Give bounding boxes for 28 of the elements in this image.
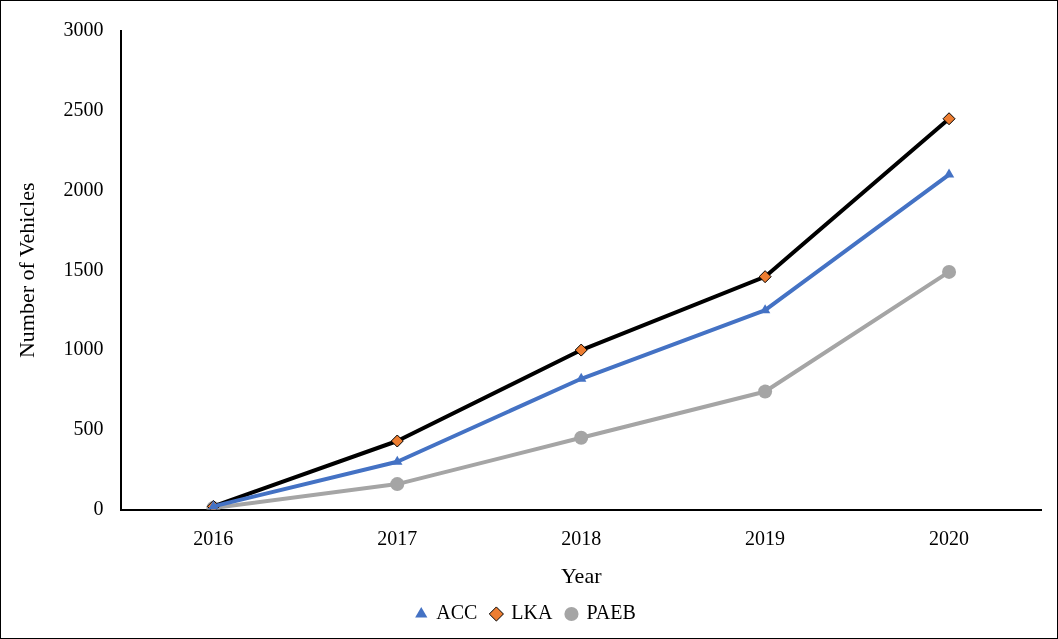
point xyxy=(942,264,957,279)
point xyxy=(942,112,956,126)
point xyxy=(574,343,588,357)
y-tick-label: 2500 xyxy=(63,98,104,121)
y-tick-label: 1000 xyxy=(63,337,104,360)
point xyxy=(390,434,404,448)
x-tick-label: 2016 xyxy=(193,526,234,549)
point xyxy=(576,372,587,382)
x-tick-label: 2020 xyxy=(929,526,970,549)
point xyxy=(390,477,405,492)
y-axis-title: Number of Vehicles xyxy=(13,182,39,359)
y-tick-label: 500 xyxy=(73,417,104,440)
point xyxy=(943,168,955,178)
x-tick-label: 2019 xyxy=(745,526,786,549)
legend-label: PAEB xyxy=(586,601,636,624)
x-tick-label: 2018 xyxy=(561,526,602,549)
y-tick-label: 1500 xyxy=(63,257,104,280)
legend-label: ACC xyxy=(436,601,478,624)
legend-label: LKA xyxy=(511,601,554,624)
x-tick-label: 2017 xyxy=(377,526,418,549)
x-axis-title: Year xyxy=(560,562,603,588)
point xyxy=(392,455,403,465)
y-tick-label: 3000 xyxy=(63,18,104,41)
point xyxy=(758,384,773,399)
y-tick-label: 0 xyxy=(93,496,104,519)
point xyxy=(574,430,589,445)
y-tick-label: 2000 xyxy=(63,177,104,200)
point xyxy=(758,270,772,284)
